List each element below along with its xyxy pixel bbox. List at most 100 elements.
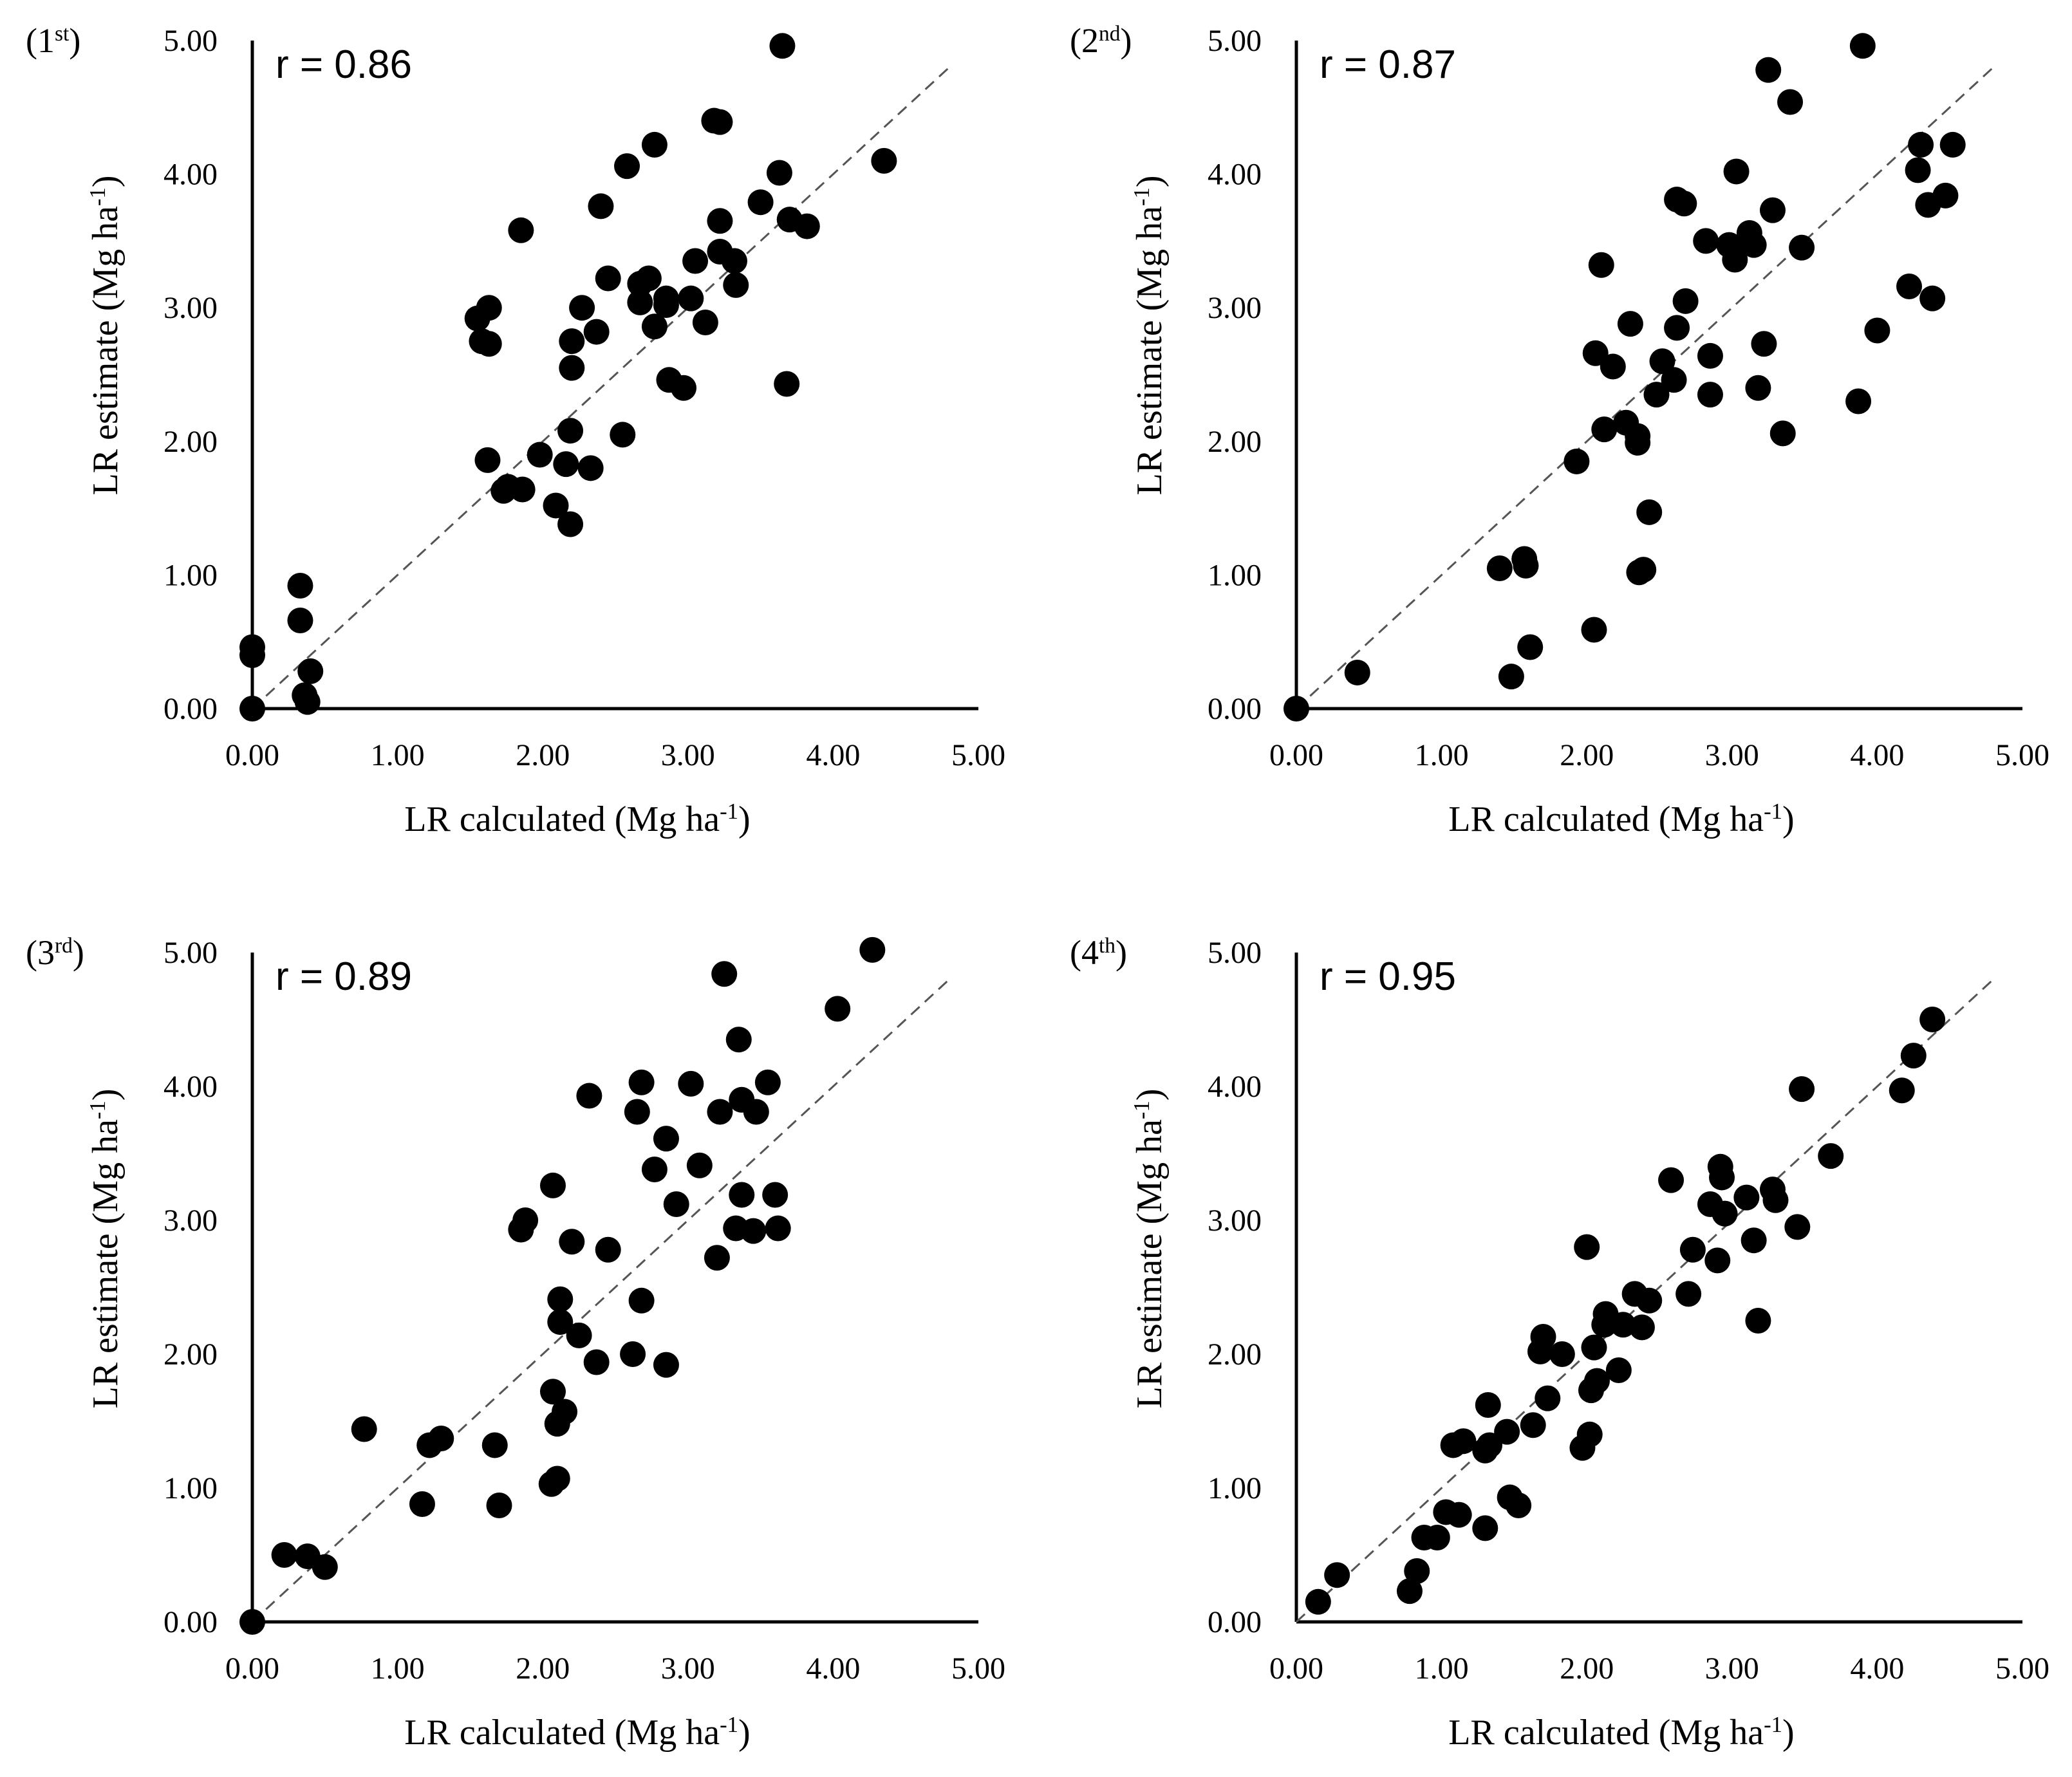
x-tick-label: 5.00 (951, 1651, 1005, 1686)
x-tick-label: 0.00 (225, 1651, 279, 1686)
y-tick-label: 4.00 (163, 1070, 218, 1104)
y-tick-label: 1.00 (1208, 558, 1262, 592)
data-point (1549, 1341, 1575, 1367)
y-axis-title: LR estimate (Mg ha-1) (1129, 1088, 1170, 1408)
x-axis-title: LR calculated (Mg ha-1) (404, 799, 750, 840)
data-point (653, 1352, 679, 1378)
data-point (577, 455, 604, 481)
data-point (1605, 1357, 1632, 1383)
data-point (641, 1156, 667, 1182)
x-tick-label: 4.00 (1850, 1651, 1904, 1686)
data-point (1629, 1314, 1655, 1341)
data-point (271, 1542, 297, 1568)
data-point (635, 265, 662, 292)
data-point (1658, 1167, 1685, 1193)
data-point (1530, 1323, 1556, 1350)
data-point (671, 375, 697, 401)
y-tick-label: 2.00 (163, 1337, 218, 1372)
data-point (1472, 1515, 1498, 1541)
data-point (1588, 252, 1614, 278)
data-point (1697, 342, 1723, 369)
data-point (871, 147, 897, 174)
data-point (476, 295, 502, 321)
data-point (1693, 228, 1719, 254)
y-tick-label: 5.00 (1208, 936, 1262, 970)
data-point (428, 1426, 454, 1452)
data-point (1762, 1187, 1789, 1213)
x-tick-label: 1.00 (1415, 738, 1469, 772)
data-point (595, 265, 621, 292)
x-tick-label: 1.00 (371, 1651, 425, 1686)
x-tick-label: 3.00 (661, 738, 715, 772)
data-point (1784, 1214, 1811, 1240)
data-point (1581, 617, 1607, 643)
data-point (1610, 1312, 1636, 1338)
data-point (287, 607, 313, 633)
data-point (723, 272, 749, 298)
x-tick-label: 2.00 (516, 1651, 570, 1686)
y-tick-label: 3.00 (1208, 1204, 1262, 1238)
x-tick-label: 4.00 (806, 1651, 860, 1686)
data-point (1486, 555, 1513, 582)
x-tick-label: 4.00 (1850, 738, 1904, 772)
data-point (547, 1309, 574, 1335)
data-point (547, 1286, 574, 1312)
y-tick-label: 0.00 (163, 692, 218, 726)
data-point (512, 1207, 539, 1233)
data-point (1535, 1385, 1561, 1411)
y-tick-label: 0.00 (1208, 692, 1262, 726)
data-point (1697, 382, 1723, 408)
data-point (678, 1070, 704, 1097)
data-point (583, 1349, 610, 1375)
data-point (1751, 331, 1777, 357)
data-point (765, 1215, 791, 1242)
data-point (1424, 1524, 1450, 1550)
data-point (1905, 157, 1931, 183)
data-point (1745, 375, 1771, 401)
data-point (1889, 1077, 1915, 1104)
data-point (544, 1465, 570, 1492)
data-point (628, 1069, 655, 1095)
data-point (588, 193, 614, 219)
data-point (1636, 499, 1663, 525)
data-point (678, 285, 704, 312)
panel-label: (3rd) (26, 933, 84, 972)
x-tick-label: 5.00 (1995, 1651, 2049, 1686)
data-point (747, 189, 774, 216)
data-point (725, 1027, 752, 1053)
data-point (481, 1432, 508, 1458)
data-point (1664, 315, 1690, 341)
x-tick-label: 3.00 (661, 1651, 715, 1686)
data-point (1818, 1143, 1844, 1169)
data-point (1712, 1200, 1738, 1227)
data-point (509, 476, 536, 503)
x-tick-label: 0.00 (1269, 738, 1323, 772)
data-point (552, 1399, 578, 1425)
data-point (1582, 340, 1609, 366)
y-tick-label: 5.00 (163, 24, 218, 58)
data-point (707, 109, 733, 135)
data-point (1517, 634, 1544, 660)
data-point (769, 33, 796, 59)
data-point (1477, 1432, 1503, 1458)
x-tick-label: 5.00 (1995, 738, 2049, 772)
data-point (653, 292, 679, 319)
data-point (409, 1491, 435, 1517)
y-tick-label: 1.00 (163, 1471, 218, 1505)
data-point (641, 131, 667, 158)
data-point (859, 936, 886, 963)
data-point (1450, 1428, 1477, 1455)
data-point (1939, 131, 1966, 158)
data-point (1671, 191, 1697, 217)
y-tick-label: 2.00 (163, 425, 218, 459)
data-point (1630, 557, 1657, 583)
data-point (1733, 1184, 1760, 1211)
data-point (576, 1083, 602, 1109)
data-point (624, 1099, 650, 1125)
data-point (754, 1069, 781, 1095)
data-point (721, 248, 747, 274)
data-point (1919, 1007, 1946, 1032)
y-tick-label: 3.00 (163, 291, 218, 325)
data-point (508, 217, 534, 243)
data-point (653, 1126, 679, 1152)
